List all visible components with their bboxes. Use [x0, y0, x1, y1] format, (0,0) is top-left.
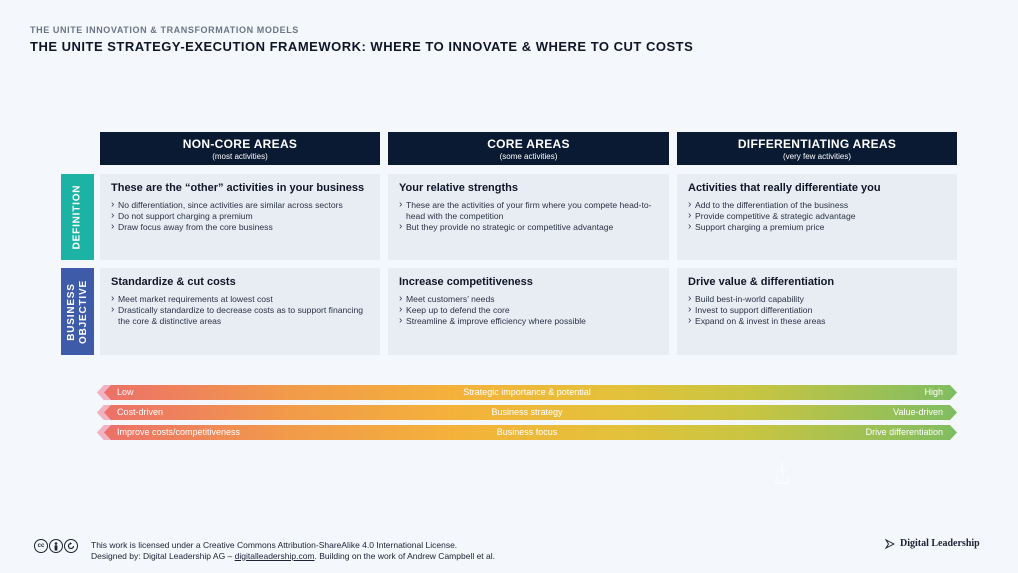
bullet-list: Build best-in-world capability Invest to… — [688, 293, 947, 327]
cell-title: Your relative strengths — [399, 182, 518, 194]
cell-objective-differentiating: Drive value & differentiation Build best… — [677, 268, 957, 355]
bullet-list: These are the activities of your firm wh… — [399, 199, 659, 233]
bar-business-strategy: Cost-driven Business strategy Value-driv… — [97, 405, 957, 420]
bullet-item: Expand on & invest in these areas — [688, 315, 947, 327]
bullet-item: These are the activities of your firm wh… — [399, 199, 659, 222]
column-title: NON-CORE AREAS — [182, 137, 298, 151]
brand-name: Digital Leadership — [900, 538, 980, 549]
license-line-1: This work is licensed under a Creative C… — [91, 540, 458, 550]
bullet-item: Provide competitive & strategic advantag… — [688, 210, 947, 222]
bullet-item: Add to the differentiation of the busine… — [688, 199, 947, 211]
row-label-text: DEFINITION — [71, 184, 83, 250]
bar-right-label: Drive differentiation — [865, 427, 943, 437]
column-title: DIFFERENTIATING AREAS — [737, 137, 897, 151]
row-label-line-1: BUSINESS — [65, 282, 77, 341]
bar-left-label: Low — [117, 387, 134, 397]
bullet-item: Meet market requirements at lowest cost — [111, 293, 370, 305]
cell-title: Drive value & differentiation — [688, 276, 835, 288]
cell-definition-non-core: These are the “other” activities in your… — [100, 174, 380, 260]
brand-arrow-icon — [885, 538, 895, 549]
by-icon — [49, 539, 63, 553]
brand-logo: Digital Leadership — [885, 538, 980, 549]
bar-business-focus: Improve costs/competitiveness Business f… — [97, 425, 957, 440]
bullet-item: Support charging a premium price — [688, 221, 947, 233]
column-subtitle: (most activities) — [212, 152, 268, 161]
column-header-core: CORE AREAS (some activities) — [388, 132, 669, 165]
column-title: CORE AREAS — [487, 137, 570, 151]
bullet-item: No differentiation, since activities are… — [111, 199, 370, 211]
bullet-item: Do not support charging a premium — [111, 210, 370, 222]
cell-definition-differentiating: Activities that really differentiate you… — [677, 174, 957, 260]
row-label-business-objective: BUSINESS OBJECTIVE — [61, 268, 94, 355]
bullet-item: But they provide no strategic or competi… — [399, 221, 659, 233]
bullet-item: Drastically standardize to decrease cost… — [111, 304, 370, 327]
cell-title: Activities that really differentiate you — [688, 182, 881, 194]
cell-title: Increase competitiveness — [399, 276, 533, 288]
bar-left-label: Improve costs/competitiveness — [117, 427, 241, 437]
bullet-item: Keep up to defend the core — [399, 304, 659, 316]
column-header-differentiating: DIFFERENTIATING AREAS (very few activiti… — [677, 132, 957, 165]
license-line-2: Designed by: Digital Leadership AG – dig… — [91, 551, 495, 562]
supertitle: THE UNITE INNOVATION & TRANSFORMATION MO… — [30, 25, 299, 35]
bullet-list: Meet market requirements at lowest cost … — [111, 293, 370, 327]
cell-objective-core: Increase competitiveness Meet customers’… — [388, 268, 669, 355]
cc-icon: cc — [34, 539, 48, 553]
bar-middle-label: Business focus — [496, 427, 558, 437]
bar-right-label: Value-driven — [893, 407, 943, 417]
column-subtitle: (some activities) — [499, 152, 558, 161]
row-label-text: BUSINESS OBJECTIVE — [66, 280, 90, 344]
bar-strategic-importance: Low Strategic importance & potential Hig… — [97, 385, 957, 400]
cell-title: These are the “other” activities in your… — [111, 182, 365, 194]
bullet-item: Draw focus away from the core business — [111, 221, 370, 233]
page-title: THE UNITE STRATEGY-EXECUTION FRAMEWORK: … — [30, 39, 694, 54]
license-suffix: . Building on the work of Andrew Campbel… — [314, 550, 496, 561]
bullet-list: Add to the differentiation of the busine… — [688, 199, 947, 233]
bar-left-label: Cost-driven — [117, 407, 164, 417]
cell-title: Standardize & cut costs — [111, 276, 236, 288]
bullet-item: Meet customers’ needs — [399, 293, 659, 305]
website-link[interactable]: digitalleadership.com — [234, 550, 315, 561]
column-header-non-core: NON-CORE AREAS (most activities) — [100, 132, 380, 165]
row-label-line-2: OBJECTIVE — [77, 279, 89, 344]
cell-definition-core: Your relative strengths These are the ac… — [388, 174, 669, 260]
license-prefix: Designed by: Digital Leadership AG – — [91, 550, 235, 561]
download-watermark-icon — [775, 462, 789, 484]
license-text: This work is licensed under a Creative C… — [91, 540, 495, 561]
bullet-list: No differentiation, since activities are… — [111, 199, 370, 233]
sa-icon — [64, 539, 78, 553]
bullet-item: Build best-in-world capability — [688, 293, 947, 305]
bar-right-label: High — [924, 387, 943, 397]
bullet-item: Invest to support differentiation — [688, 304, 947, 316]
bar-middle-label: Business strategy — [491, 407, 563, 417]
bullet-item: Streamline & improve efficiency where po… — [399, 315, 659, 327]
row-label-definition: DEFINITION — [61, 174, 94, 260]
bullet-list: Meet customers’ needs Keep up to defend … — [399, 293, 659, 327]
bar-middle-label: Strategic importance & potential — [463, 387, 591, 397]
creative-commons-icons: cc — [34, 539, 78, 553]
cell-objective-non-core: Standardize & cut costs Meet market requ… — [100, 268, 380, 355]
column-subtitle: (very few activities) — [782, 152, 851, 161]
